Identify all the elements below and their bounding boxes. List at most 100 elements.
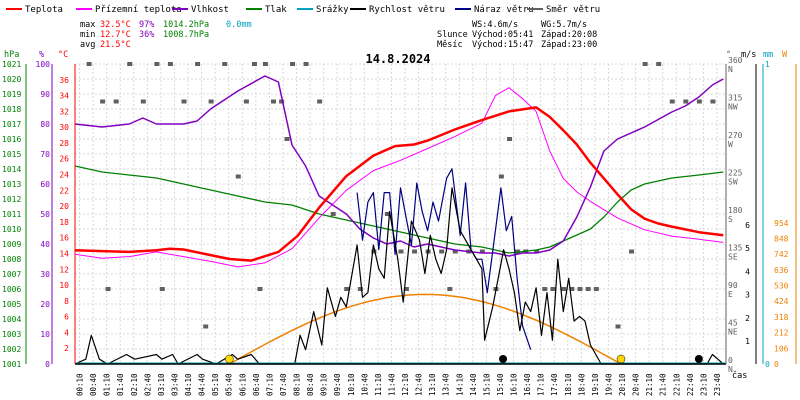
wind-dir-point-15 (271, 99, 277, 104)
tick-x-32: 16:10 (510, 373, 519, 396)
tick-solar-4: 424 (774, 297, 789, 306)
tick-x-11: 05:40 (225, 373, 234, 396)
wind-dir-point-22 (357, 287, 363, 291)
wind-dir-point-14 (262, 62, 268, 66)
tick-dir-name-5: SW (728, 178, 738, 187)
stats-block: max 32.5°C 97% 1014.2hPa 0.0mm min 12.7°… (80, 20, 252, 50)
tick-temp-11: 24 (59, 171, 69, 180)
tick-x-10: 05:10 (211, 373, 220, 396)
tick-temp-17: 36 (59, 76, 69, 85)
tick-x-9: 04:40 (198, 373, 207, 396)
axes-layer: 1001100210031004100510061007100810091010… (2, 56, 797, 396)
wind-dir-point-37 (534, 249, 540, 254)
wind-dir-point-31 (479, 249, 485, 254)
tick-hpa-20: 1021 (2, 60, 21, 69)
wind-dir-point-12 (243, 99, 249, 104)
tick-hpa-19: 1020 (2, 75, 21, 84)
wind-speed-readout: WS:4.6m/s (472, 20, 518, 30)
wind-dir-point-11 (235, 174, 241, 179)
wind-dir-point-8 (195, 62, 201, 66)
wind-dir-point-21 (344, 287, 350, 291)
tick-x-19: 09:40 (333, 373, 342, 396)
tick-dir-6: 270 (728, 131, 743, 140)
tick-pct-1: 10 (40, 330, 50, 339)
wind-dir-point-9 (208, 99, 214, 104)
wind-dir-point-49 (669, 99, 675, 104)
tick-x-34: 17:10 (537, 373, 546, 396)
tick-dir-name-3: SE (728, 253, 738, 262)
tick-x-39: 19:40 (604, 373, 613, 396)
tick-x-35: 17:40 (550, 373, 559, 396)
wind-dir-point-26 (412, 249, 418, 254)
series-layer (74, 75, 726, 365)
tick-temp-4: 10 (59, 281, 69, 290)
solar-curve-layer (228, 293, 622, 365)
tick-temp-5: 12 (59, 265, 69, 274)
tick-wind-2: 2 (745, 314, 750, 323)
stats-max-temp: 32.5°C (100, 20, 131, 30)
tick-hpa-14: 1015 (2, 150, 21, 159)
moon-marker-1 (694, 355, 703, 363)
wind-dir-point-5 (154, 62, 160, 66)
legend-label-teplota: Teplota (25, 5, 63, 15)
tick-x-28: 14:10 (455, 373, 464, 396)
tick-x-44: 22:10 (672, 373, 681, 396)
wind-dir-point-7 (181, 99, 187, 104)
axis-units: hPa % °C ° m/s mm W čas (4, 50, 788, 381)
plot-grid (75, 63, 726, 365)
wind-dir-point-13 (252, 62, 258, 66)
tick-x-33: 16:40 (523, 373, 532, 396)
tick-solar-7: 742 (774, 250, 789, 259)
legend-label-rychlost: Rychlost větru (369, 5, 445, 15)
tick-x-27: 13:40 (442, 373, 451, 396)
tick-dir-8: 360 (728, 56, 743, 65)
wind-dir-point-20 (330, 212, 336, 216)
stats-max-rain: 0.0mm (226, 20, 252, 30)
wind-dir-point-6 (167, 62, 173, 66)
tick-x-2: 01:10 (103, 373, 112, 396)
unit-deg: ° (726, 50, 731, 60)
tick-dir-0: 0 (728, 356, 733, 365)
tick-pct-0: 0 (45, 360, 50, 369)
tick-x-36: 18:10 (564, 373, 573, 396)
tick-x-26: 13:10 (428, 373, 437, 396)
tick-pct-10: 100 (36, 60, 51, 69)
tick-x-22: 11:10 (374, 373, 383, 396)
tick-wind-3: 3 (745, 291, 750, 300)
tick-x-1: 00:40 (89, 373, 98, 396)
tick-dir-name-6: W (728, 140, 733, 149)
wind-dir-point-48 (656, 62, 662, 66)
tick-solar-3: 318 (774, 313, 789, 322)
tick-wind-1: 1 (745, 337, 750, 346)
wind-dir-point-3 (127, 62, 133, 66)
sun-set: Západ:20:08 (541, 30, 597, 40)
tick-solar-2: 212 (774, 329, 789, 338)
wind-dir-point-2 (113, 99, 119, 104)
wind-dir-point-55 (203, 324, 209, 329)
legend-label-vlhkost: Vlhkost (191, 5, 229, 15)
stats-min-hum: 36% (139, 30, 154, 40)
wind-gust-readout: WG:5.7m/s (541, 20, 587, 30)
wind-dir-point-50 (683, 99, 689, 104)
tick-temp-10: 22 (59, 186, 69, 195)
tick-pct-7: 70 (40, 150, 50, 159)
tick-x-42: 21:10 (645, 373, 654, 396)
tick-x-41: 20:40 (632, 373, 641, 396)
tick-x-15: 07:40 (279, 373, 288, 396)
stats-max-press: 1014.2hPa (163, 20, 209, 30)
tick-x-8: 04:10 (184, 373, 193, 396)
wind-dir-point-54 (159, 287, 165, 291)
tick-hpa-9: 1010 (2, 225, 21, 234)
tick-x-13: 06:40 (252, 373, 261, 396)
tick-dir-name-1: NE (728, 328, 738, 337)
legend-label-rosny: Přízemní teplota (95, 5, 182, 15)
legend: Teplota Přízemní teplota Vlhkost Tlak Srážky… (6, 5, 600, 15)
tick-solar-6: 636 (774, 266, 789, 275)
tick-hpa-16: 1017 (2, 120, 21, 129)
tick-x-24: 12:10 (401, 373, 410, 396)
sun-marker-0 (225, 354, 234, 364)
unit-degc: °C (58, 50, 68, 60)
tick-temp-7: 16 (59, 234, 69, 243)
tick-hpa-13: 1014 (2, 165, 21, 174)
tick-hpa-10: 1011 (2, 210, 21, 219)
